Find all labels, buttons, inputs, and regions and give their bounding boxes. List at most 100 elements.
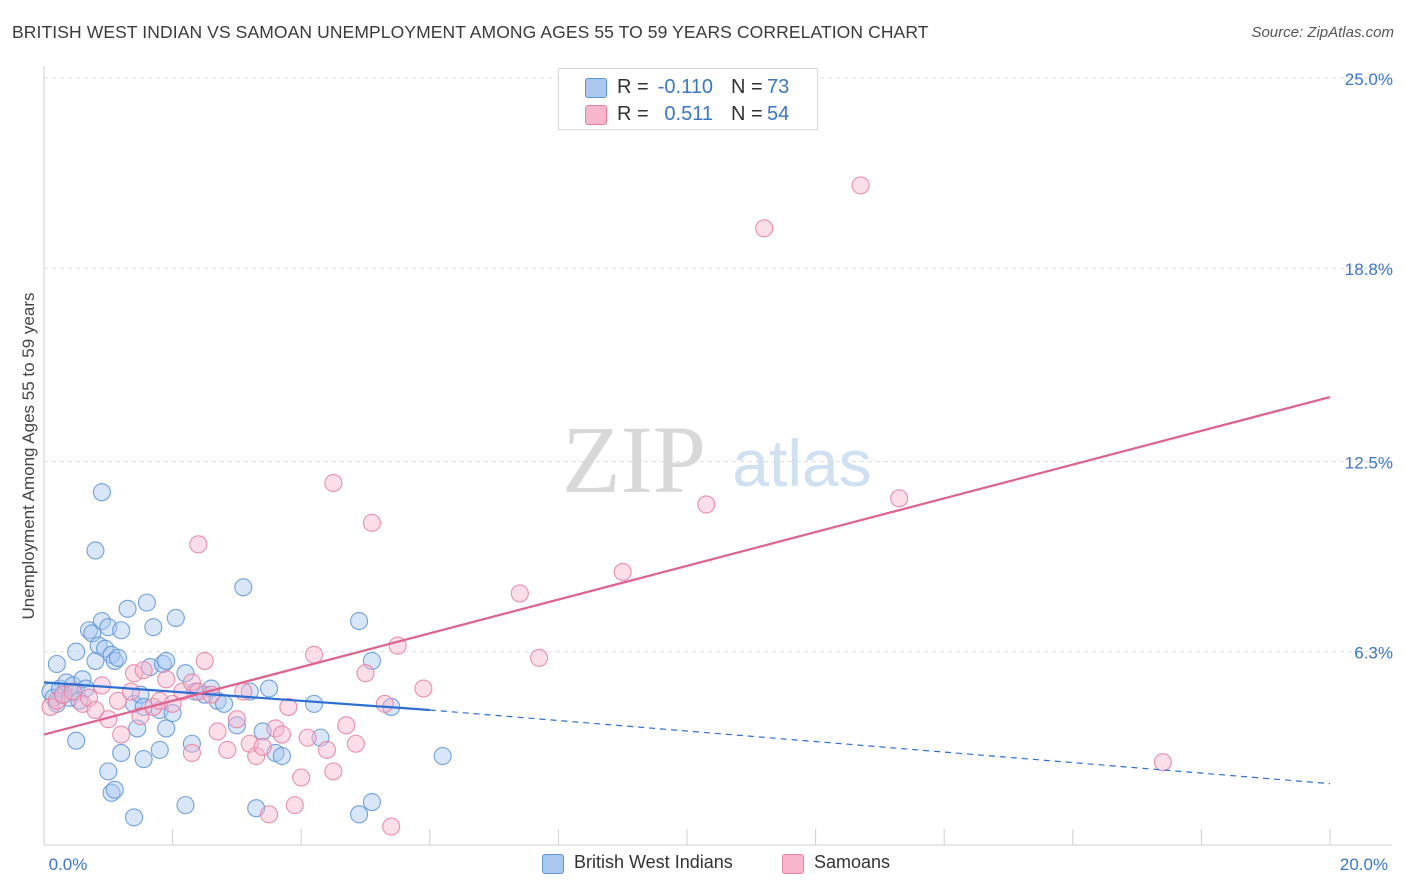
legend-swatch-pink <box>782 854 804 874</box>
point-samoan <box>227 710 246 729</box>
point-samoan <box>414 679 433 698</box>
chart-title: BRITISH WEST INDIAN VS SAMOAN UNEMPLOYME… <box>12 22 929 42</box>
point-samoan <box>530 648 549 667</box>
point-samoan <box>86 700 105 720</box>
watermark-zip: ZIP <box>562 406 706 513</box>
n-value: 54 <box>767 103 790 125</box>
point-samoan <box>324 473 343 493</box>
legend-swatch-pink <box>585 105 607 125</box>
point-british-west-indian <box>108 648 127 667</box>
point-british-west-indian <box>79 621 99 640</box>
x-tick-label: 0.0% <box>49 855 88 874</box>
point-british-west-indian <box>362 792 381 812</box>
point-samoan <box>356 664 375 683</box>
point-british-west-indian <box>227 716 246 735</box>
r-value: 0.511 <box>664 103 713 125</box>
point-samoan <box>285 796 304 815</box>
point-british-west-indian <box>157 651 176 670</box>
point-british-west-indian <box>166 608 185 628</box>
point-samoan <box>157 670 176 689</box>
r-value: -0.110 <box>657 76 713 98</box>
trend-line-british-west-indians <box>43 681 430 712</box>
point-british-west-indian <box>47 654 66 674</box>
point-samoan <box>63 682 82 701</box>
point-samoan <box>182 673 201 692</box>
gridlines <box>44 77 1392 653</box>
point-samoan <box>259 805 279 824</box>
point-british-west-indian <box>433 746 452 766</box>
point-samoan <box>382 817 401 836</box>
axes <box>43 66 1392 846</box>
trend-line-samoans <box>43 396 1331 736</box>
point-samoan <box>298 728 317 747</box>
point-samoan <box>292 768 311 787</box>
legend-swatch-blue <box>585 78 607 98</box>
watermark: ZIP atlas <box>562 406 872 513</box>
source-credit: Source: ZipAtlas.com <box>1251 24 1394 41</box>
point-british-west-indian <box>102 783 121 802</box>
legend-label: British West Indians <box>574 852 733 872</box>
r-label: R = <box>617 103 649 125</box>
point-british-west-indian <box>118 599 137 618</box>
point-samoan <box>134 661 153 680</box>
point-samoan <box>324 762 343 781</box>
point-samoan <box>337 716 356 735</box>
point-british-west-indian <box>124 808 144 827</box>
trend-lines <box>43 396 1331 785</box>
point-samoan <box>124 664 144 683</box>
point-british-west-indian <box>350 805 369 824</box>
y-tick-label: 25.0% <box>1345 70 1393 89</box>
point-british-west-indian <box>182 734 201 753</box>
point-samoan <box>121 682 140 701</box>
y-tick-label: 12.5% <box>1345 454 1393 473</box>
y-tick-label: 6.3% <box>1354 644 1393 663</box>
n-value: 73 <box>767 76 790 98</box>
point-british-west-indian <box>67 642 86 661</box>
point-british-west-indian <box>350 611 369 631</box>
point-british-west-indian <box>150 740 169 759</box>
point-samoan <box>1153 753 1172 772</box>
point-samoan <box>697 495 716 514</box>
point-british-west-indian <box>305 694 324 713</box>
x-tick-label: 20.0% <box>1340 855 1388 874</box>
point-british-west-indian <box>163 704 182 723</box>
legend-label: Samoans <box>814 852 891 872</box>
point-british-west-indian <box>86 541 105 560</box>
point-samoan <box>305 645 324 664</box>
point-samoan <box>346 734 365 753</box>
point-samoan <box>218 740 237 759</box>
y-axis-label: Unemployment Among Ages 55 to 59 years <box>19 292 38 620</box>
point-samoan <box>613 562 632 581</box>
point-samoan <box>755 219 774 238</box>
point-british-west-indian <box>112 621 131 640</box>
point-british-west-indian <box>144 618 163 637</box>
point-samoan <box>279 697 298 716</box>
point-british-west-indian <box>105 780 124 799</box>
point-british-west-indian <box>99 762 118 781</box>
point-samoan <box>195 651 214 670</box>
stats-legend: R = -0.110 N = 73 R = 0.511 N = 54 <box>558 68 818 130</box>
watermark-atlas: atlas <box>732 426 871 500</box>
point-samoan <box>54 685 73 704</box>
legend-swatch-blue <box>542 854 564 874</box>
point-samoan <box>112 725 131 744</box>
point-samoan <box>131 707 150 726</box>
point-british-west-indian <box>153 654 173 674</box>
n-label: N = <box>731 76 763 98</box>
point-samoan <box>108 691 127 710</box>
point-samoan <box>182 743 201 763</box>
point-samoan <box>189 535 208 554</box>
point-samoan <box>362 513 381 532</box>
point-british-west-indian <box>259 679 279 698</box>
point-british-west-indian <box>234 578 253 597</box>
point-samoan <box>272 725 291 744</box>
point-british-west-indian <box>92 483 111 502</box>
n-label: N = <box>731 103 763 125</box>
point-british-west-indian <box>157 719 176 738</box>
point-british-west-indian <box>134 750 153 769</box>
point-samoan <box>510 584 529 603</box>
r-label: R = <box>617 76 649 98</box>
series-legend: British West Indians Samoans <box>0 852 1406 878</box>
point-british-west-indian <box>176 664 195 683</box>
point-british-west-indian <box>105 651 124 670</box>
